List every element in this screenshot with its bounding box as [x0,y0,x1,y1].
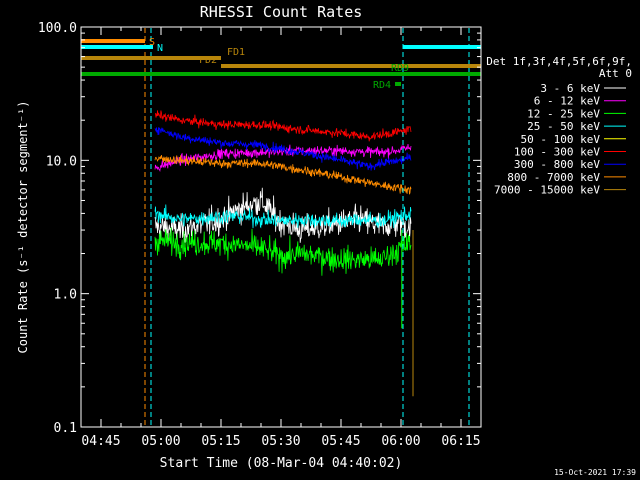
flag-bar-rd9 [81,72,481,76]
x-tick-label: 06:15 [441,434,480,449]
flag-bar-n [81,45,153,49]
legend-label: 300 - 800 keV [514,158,600,171]
x-tick-label: 06:00 [381,434,420,449]
series-line-300-800-kevkev [154,127,412,171]
legend-label: 12 - 25 keV [527,107,600,120]
legend-label: 100 - 300 keV [514,146,600,159]
y-tick-label: 0.1 [54,421,77,436]
x-tick-label: 05:00 [141,434,180,449]
flag-bar-rd4 [395,82,401,86]
legend-label: 25 - 50 keV [527,120,600,133]
flag-bar-s [81,39,145,43]
series-line-800-7000-kevkev [154,155,412,195]
footer-timestamp: 15-Oct-2021 17:39 [554,468,636,477]
flag-label-fd1: FD1 [227,47,245,58]
series-line-12-25-kevkev [154,227,412,276]
flag-bar-n [403,45,481,49]
flag-bar-fd1 [81,56,221,60]
y-axis-label: Count Rate (s⁻¹ detector segment⁻¹) [16,101,30,354]
y-tick-label: 1.0 [54,288,77,303]
x-tick-label: 05:30 [261,434,300,449]
x-tick-label: 05:45 [321,434,360,449]
y-axis: 0.1 1.0 10.0 100.0 [38,21,481,436]
flag-bar-fd2 [221,64,481,68]
flag-label-rd9: RD9 [391,63,409,74]
flag-label-s: S [149,37,155,48]
legend-header-line: Att 0 [599,67,632,80]
series-line-6-12-kevkev [154,143,412,172]
y-tick-label: 10.0 [46,154,77,169]
series-line-25-50-kevkev [154,204,412,229]
flag-label-fd2: FD2 [199,55,217,66]
legend-label: 6 - 12 keV [534,95,601,108]
chart-title: RHESSI Count Rates [200,3,363,21]
series-line-100-300-kevkev [155,110,412,142]
flag-label-n: N [157,43,163,54]
legend-label: 3 - 6 keV [540,82,600,95]
legend-label: 800 - 7000 keV [507,171,600,184]
x-axis: 04:45 05:00 05:15 05:30 05:45 06:00 06:15 [80,27,482,449]
legend-label: 50 - 100 keV [521,133,601,146]
legend-header-line: Det 1f,3f,4f,5f,6f,9f, [486,55,632,68]
x-tick-label: 04:45 [81,434,120,449]
legend-label: 7000 - 15000 keV [494,184,600,197]
flag-label-rd4: RD4 [373,80,391,91]
x-axis-label: Start Time (08-Mar-04 04:40:02) [160,456,403,471]
x-tick-label: 05:15 [201,434,240,449]
y-tick-label: 100.0 [38,21,77,36]
